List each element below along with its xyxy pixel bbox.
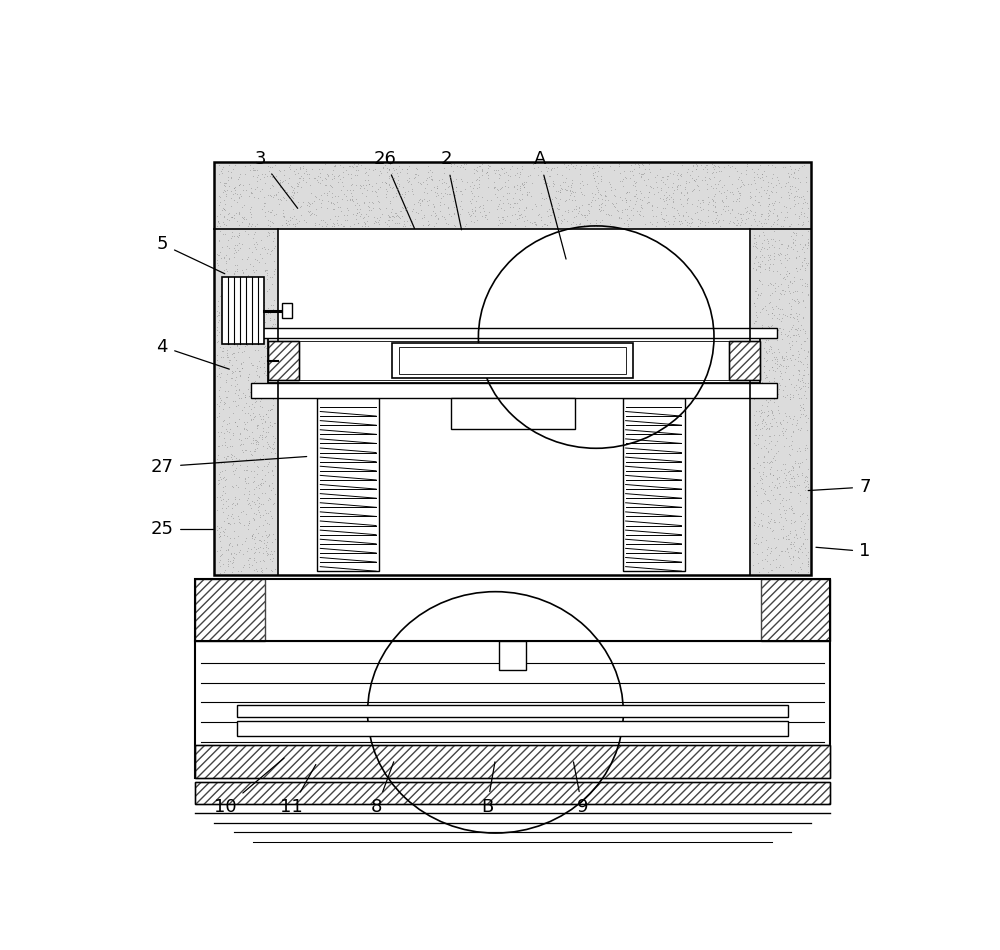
Bar xyxy=(264,579,761,640)
Bar xyxy=(278,229,750,575)
Text: 7: 7 xyxy=(808,478,871,496)
Bar xyxy=(399,347,626,374)
Bar xyxy=(195,782,830,804)
Bar xyxy=(195,782,830,804)
Bar xyxy=(195,745,830,778)
Bar xyxy=(268,341,299,380)
Bar xyxy=(450,398,574,428)
Bar xyxy=(195,579,264,640)
Text: 11: 11 xyxy=(280,765,316,816)
Text: 9: 9 xyxy=(573,762,588,816)
Bar xyxy=(271,341,757,380)
Bar xyxy=(195,640,830,778)
Text: 8: 8 xyxy=(371,762,394,816)
Bar xyxy=(282,303,292,318)
Text: A: A xyxy=(533,150,566,259)
Bar xyxy=(195,579,830,640)
Bar xyxy=(251,383,777,398)
Text: 25: 25 xyxy=(151,521,214,539)
Bar xyxy=(623,398,685,571)
Bar xyxy=(750,229,811,575)
Text: 27: 27 xyxy=(151,457,307,476)
Bar xyxy=(499,640,526,670)
Bar xyxy=(268,338,760,383)
Bar xyxy=(761,579,830,640)
Bar xyxy=(214,229,278,575)
Bar xyxy=(251,328,777,338)
Bar xyxy=(729,341,760,380)
Bar xyxy=(392,343,633,378)
Text: 2: 2 xyxy=(441,150,462,230)
Text: 26: 26 xyxy=(373,150,415,229)
Bar xyxy=(214,162,811,575)
Bar xyxy=(214,162,811,229)
Bar xyxy=(268,341,299,380)
Bar xyxy=(317,398,379,571)
Bar xyxy=(195,745,830,778)
Text: 4: 4 xyxy=(156,337,229,370)
Text: 1: 1 xyxy=(816,542,871,560)
Text: 3: 3 xyxy=(255,150,298,208)
Bar xyxy=(729,341,760,380)
Bar xyxy=(222,277,264,345)
Bar xyxy=(237,721,788,735)
Text: 5: 5 xyxy=(156,236,225,274)
Text: 10: 10 xyxy=(214,758,284,816)
Bar xyxy=(237,705,788,716)
Text: B: B xyxy=(481,762,495,816)
